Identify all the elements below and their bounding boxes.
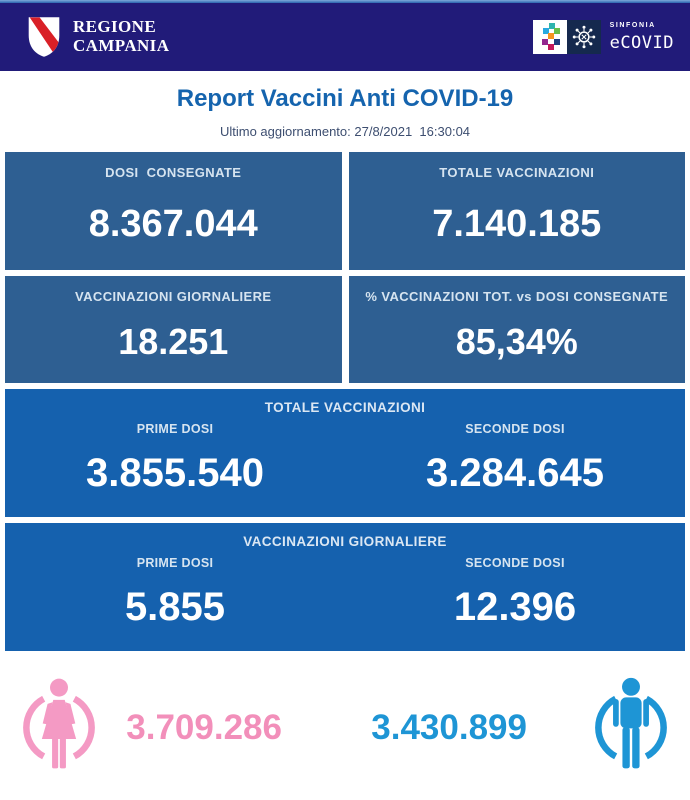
card-value: 7.140.185 xyxy=(432,203,602,245)
seconde-dosi-value: 12.396 xyxy=(453,585,577,629)
female-icon xyxy=(23,678,95,769)
card-label: % VACCINAZIONI TOT. vs DOSI CONSEGNATE xyxy=(365,289,669,304)
prime-dosi-column: PRIME DOSI 3.855.540 xyxy=(5,422,345,496)
ecovid-brand-label: eCOVID xyxy=(609,32,674,53)
sinfonia-brand-label: SINFONIA xyxy=(609,21,656,29)
gender-summary: 3.709.286 3.430.899 xyxy=(0,677,690,779)
regione-campania-logo: REGIONE CAMPANIA xyxy=(26,15,169,59)
sinfonia-s-icon xyxy=(532,20,567,54)
card-value: 18.251 xyxy=(118,321,229,362)
seconde-dosi-column: SECONDE DOSI 3.284.645 xyxy=(345,422,685,496)
sinfonia-logo-squares xyxy=(532,20,601,54)
seconde-dosi-value: 3.284.645 xyxy=(426,451,604,495)
male-icon xyxy=(595,677,667,769)
card-percent-vs-consegnate: % VACCINAZIONI TOT. vs DOSI CONSEGNATE 8… xyxy=(348,276,685,383)
last-update-text: Ultimo aggiornamento: 27/8/2021 16:30:04 xyxy=(219,124,471,139)
prime-dosi-value: 5.855 xyxy=(124,585,226,629)
card-label: TOTALE VACCINAZIONI xyxy=(439,165,595,180)
female-total-value: 3.709.286 xyxy=(126,708,282,747)
prime-dosi-value: 3.855.540 xyxy=(86,451,264,495)
male-total-value: 3.430.899 xyxy=(371,708,527,747)
prime-dosi-column: PRIME DOSI 5.855 xyxy=(5,556,345,630)
card-value: 8.367.044 xyxy=(88,203,258,245)
card-totale-vaccinazioni: TOTALE VACCINAZIONI 7.140.185 xyxy=(348,152,685,270)
page-title: Report Vaccini Anti COVID-19 xyxy=(176,85,514,112)
card-totale-vaccinazioni-dettaglio: TOTALE VACCINAZIONI PRIME DOSI 3.855.540… xyxy=(5,389,685,517)
kpi-grid: DOSI CONSEGNATE 8.367.044 TOTALE VACCINA… xyxy=(5,152,685,651)
seconde-dosi-label: SECONDE DOSI xyxy=(465,422,565,436)
prime-dosi-label: PRIME DOSI xyxy=(136,556,214,570)
header-top-accent-line xyxy=(0,0,690,3)
seconde-dosi-column: SECONDE DOSI 12.396 xyxy=(345,556,685,630)
card-vaccinazioni-giornaliere: VACCINAZIONI GIORNALIERE 18.251 xyxy=(5,276,342,383)
card-label: DOSI CONSEGNATE xyxy=(105,165,242,180)
card-title: TOTALE VACCINAZIONI xyxy=(264,400,426,415)
card-value: 85,34% xyxy=(455,321,578,362)
header-bar: REGIONE CAMPANIA xyxy=(0,3,690,71)
region-name-line1: REGIONE xyxy=(73,17,157,37)
campania-shield-icon xyxy=(28,17,60,57)
card-giornaliere-dettaglio: VACCINAZIONI GIORNALIERE PRIME DOSI 5.85… xyxy=(5,523,685,651)
region-name-line2: CAMPANIA xyxy=(73,36,170,55)
seconde-dosi-label: SECONDE DOSI xyxy=(465,556,565,570)
prime-dosi-label: PRIME DOSI xyxy=(136,422,214,436)
card-dosi-consegnate: DOSI CONSEGNATE 8.367.044 xyxy=(5,152,342,270)
virus-icon xyxy=(566,20,601,54)
card-title: VACCINAZIONI GIORNALIERE xyxy=(243,534,447,549)
card-label: VACCINAZIONI GIORNALIERE xyxy=(75,289,272,304)
sinfonia-ecovid-logo: SINFONIA eCOVID xyxy=(532,20,680,54)
